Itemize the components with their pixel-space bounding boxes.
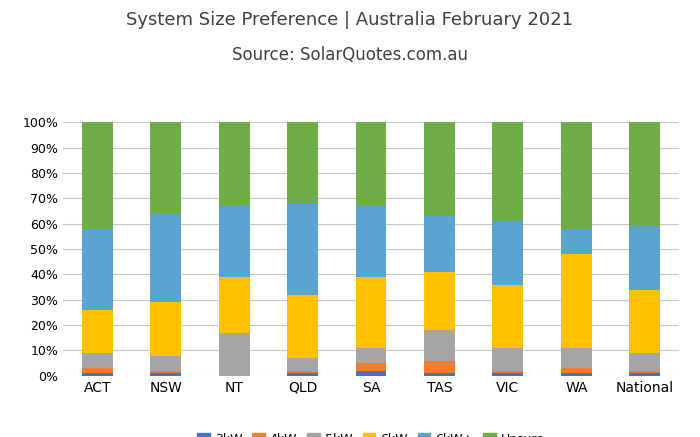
Bar xyxy=(561,373,592,376)
Bar xyxy=(82,122,113,229)
Bar xyxy=(150,371,181,373)
Bar xyxy=(424,373,455,376)
Bar xyxy=(493,348,524,371)
Bar xyxy=(561,229,592,254)
Bar xyxy=(82,310,113,353)
Bar xyxy=(493,122,524,221)
Bar xyxy=(629,226,660,290)
Bar xyxy=(287,373,318,376)
Bar xyxy=(287,122,318,204)
Bar xyxy=(493,373,524,376)
Bar xyxy=(493,371,524,373)
Bar xyxy=(82,368,113,373)
Bar xyxy=(629,353,660,371)
Bar xyxy=(629,290,660,353)
Bar xyxy=(150,214,181,302)
Bar xyxy=(218,333,249,376)
Bar xyxy=(356,206,386,277)
Bar xyxy=(356,348,386,363)
Bar xyxy=(287,371,318,373)
Bar xyxy=(561,122,592,229)
Bar xyxy=(629,371,660,373)
Bar xyxy=(356,363,386,371)
Bar xyxy=(150,356,181,371)
Bar xyxy=(82,353,113,368)
Bar xyxy=(424,361,455,373)
Bar xyxy=(424,122,455,216)
Bar xyxy=(356,277,386,348)
Bar xyxy=(424,216,455,272)
Bar xyxy=(561,348,592,368)
Text: System Size Preference | Australia February 2021: System Size Preference | Australia Febru… xyxy=(127,11,573,29)
Bar xyxy=(629,373,660,376)
Bar xyxy=(561,254,592,348)
Bar xyxy=(150,373,181,376)
Bar xyxy=(424,272,455,330)
Bar xyxy=(218,122,249,206)
Bar xyxy=(218,206,249,277)
Bar xyxy=(82,229,113,310)
Bar xyxy=(493,284,524,348)
Bar xyxy=(424,330,455,361)
Legend: 3kW, 4kW, 5kW, 6kW, 6kW+, Unsure: 3kW, 4kW, 5kW, 6kW, 6kW+, Unsure xyxy=(193,428,550,437)
Bar xyxy=(82,373,113,376)
Bar xyxy=(493,221,524,284)
Text: Source: SolarQuotes.com.au: Source: SolarQuotes.com.au xyxy=(232,46,468,64)
Bar xyxy=(150,122,181,214)
Bar xyxy=(356,371,386,376)
Bar xyxy=(150,302,181,356)
Bar xyxy=(629,122,660,226)
Bar xyxy=(561,368,592,373)
Bar xyxy=(218,277,249,333)
Bar xyxy=(287,295,318,358)
Bar xyxy=(287,204,318,295)
Bar xyxy=(287,358,318,371)
Bar xyxy=(356,122,386,206)
